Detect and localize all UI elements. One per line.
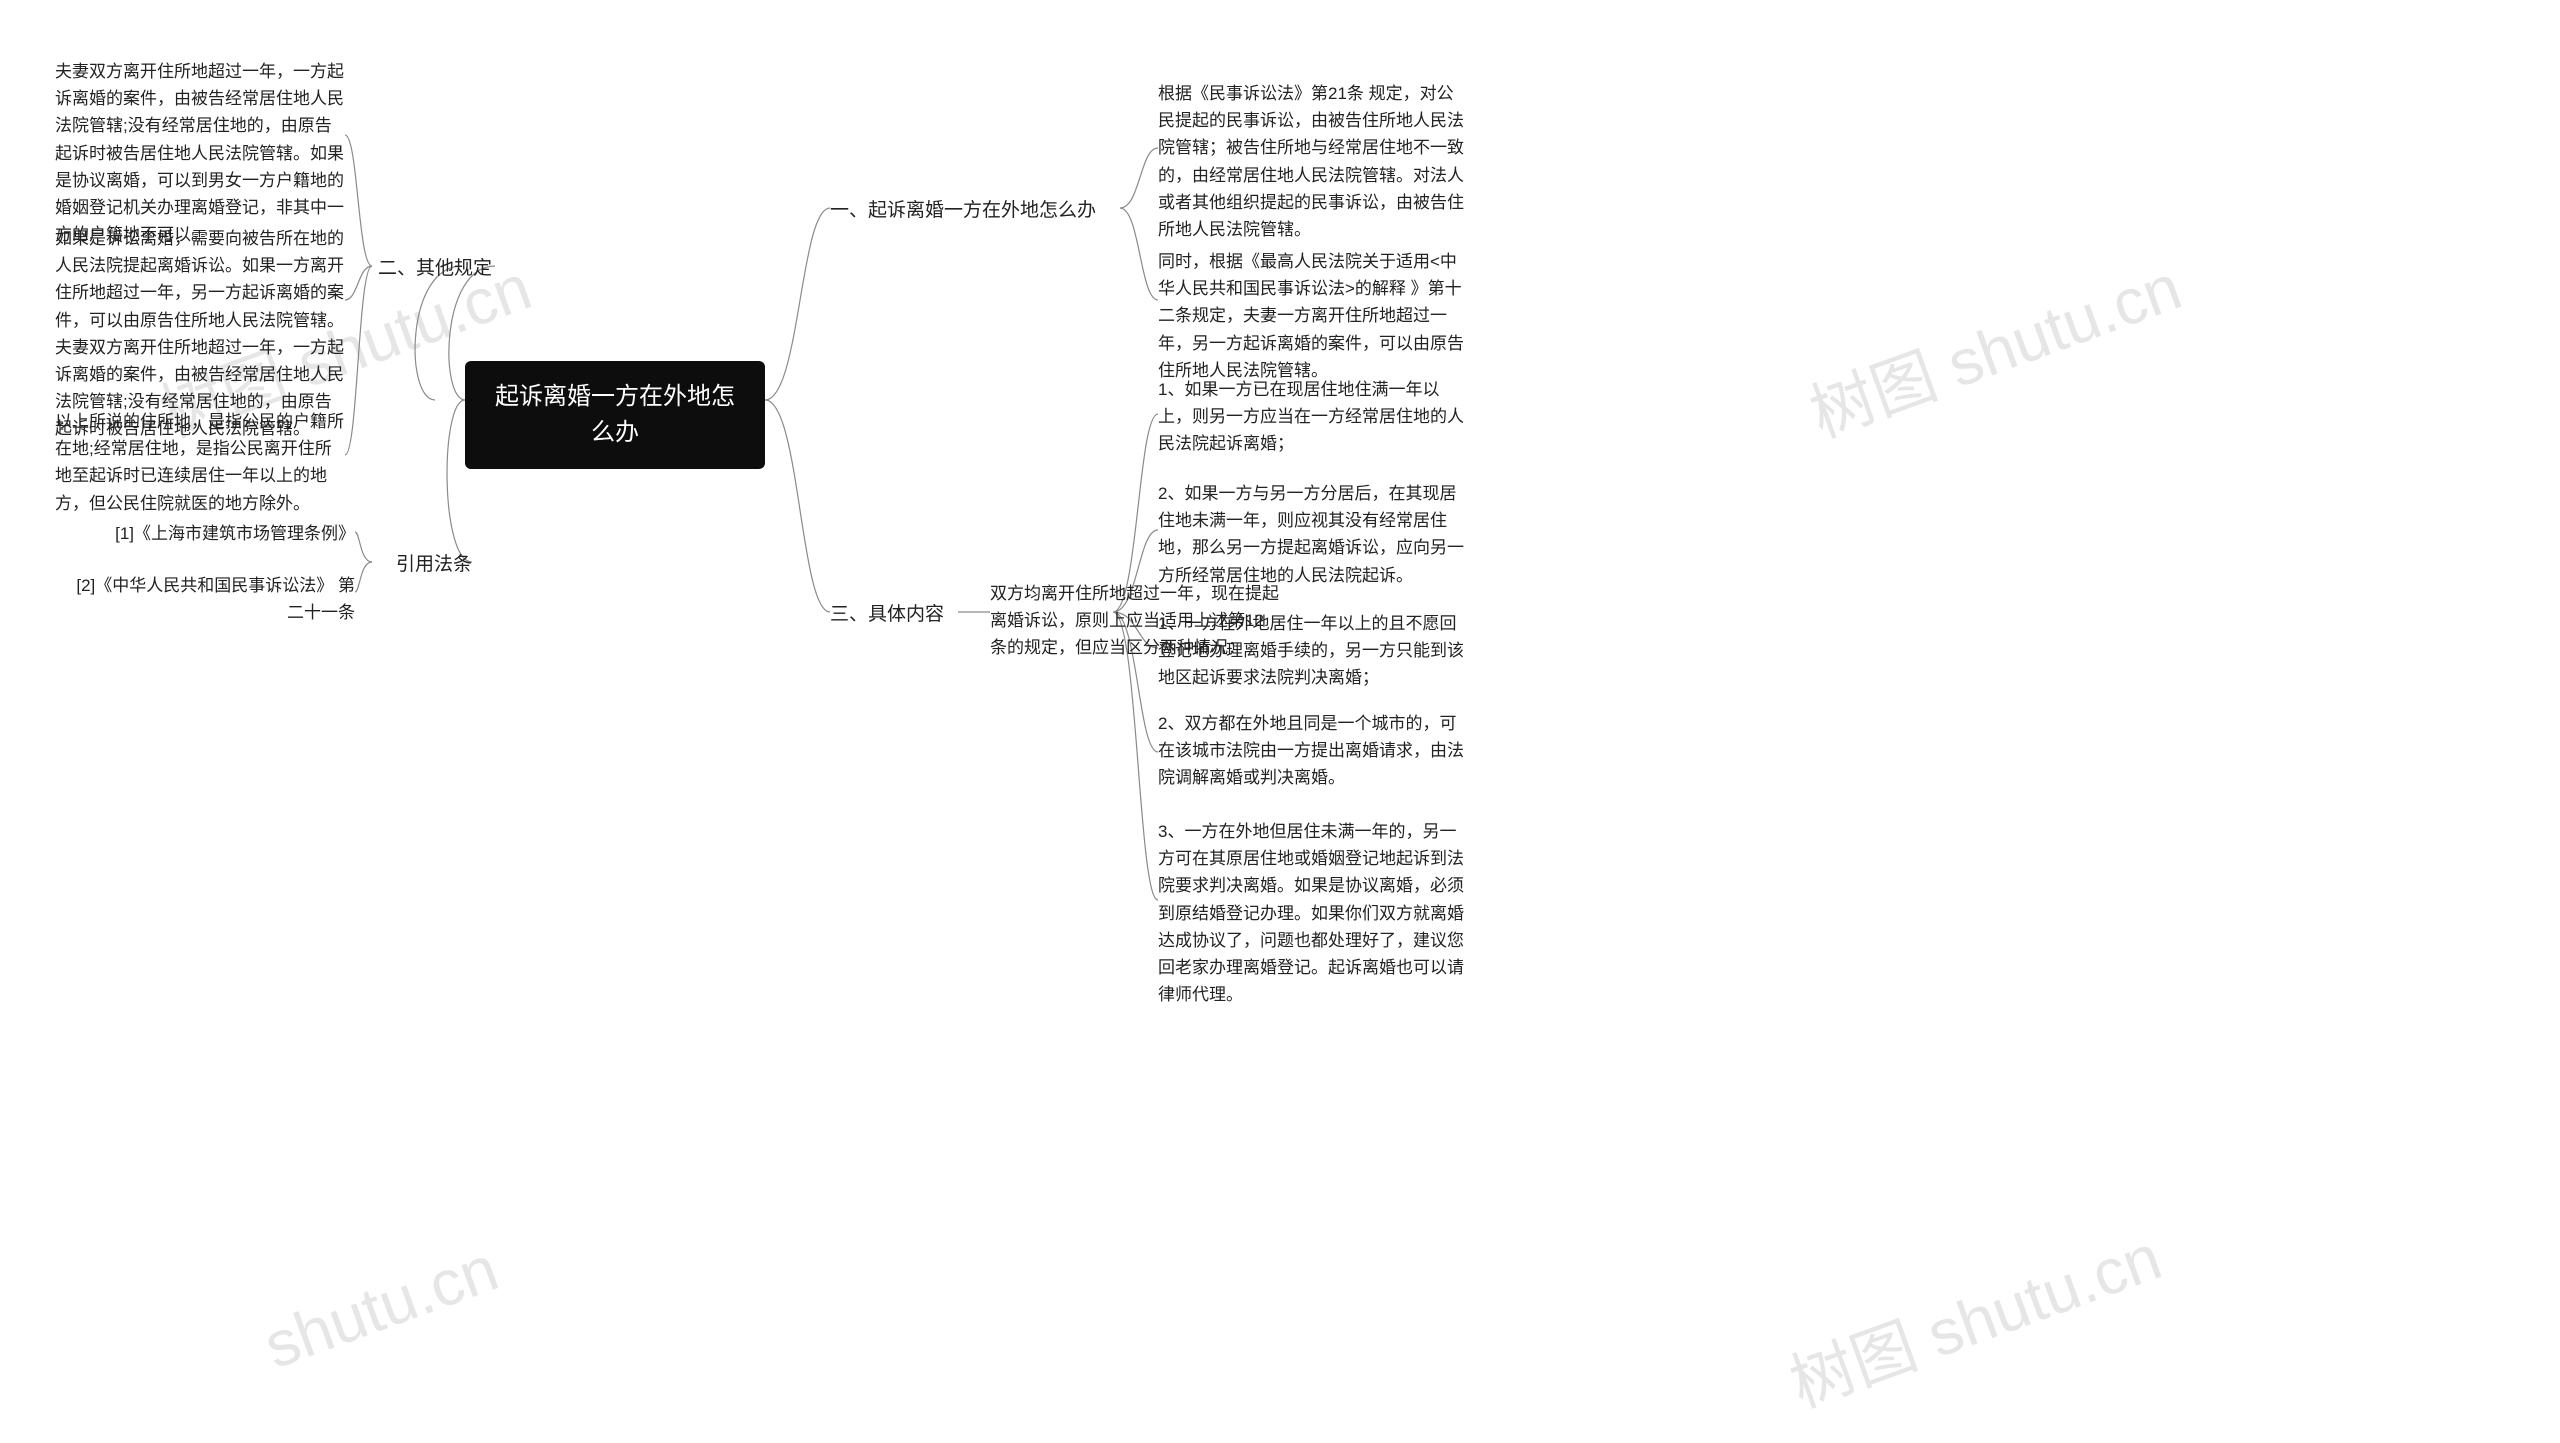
branch-3-leaf-3: 1、一方在外地居住一年以上的且不愿回登记地办理离婚手续的，另一方只能到该地区起诉… <box>1158 610 1468 692</box>
branch-2-leaf-3: 以上所说的住所地，是指公民的户籍所在地;经常居住地，是指公民离开住所地至起诉时已… <box>55 408 345 517</box>
branch-ref-label: 引用法条 <box>372 550 472 580</box>
branch-3-leaf-5: 3、一方在外地但居住未满一年的，另一方可在其原居住地或婚姻登记地起诉到法院要求判… <box>1158 818 1468 1008</box>
watermark: 树图 shutu.cn <box>1776 1206 2172 1425</box>
branch-3-leaf-4: 2、双方都在外地且同是一个城市的，可在该城市法院由一方提出离婚请求，由法院调解离… <box>1158 710 1468 792</box>
branch-3-leaf-2: 2、如果一方与另一方分居后，在其现居住地未满一年，则应视其没有经常居住地，那么另… <box>1158 480 1468 589</box>
branch-1-label: 一、起诉离婚一方在外地怎么办 <box>830 196 1096 226</box>
watermark: shutu.cn <box>255 1231 508 1383</box>
branch-3-leaf-1: 1、如果一方已在现居住地住满一年以上，则另一方应当在一方经常居住地的人民法院起诉… <box>1158 376 1468 458</box>
branch-ref-leaf-2: [2]《中华人民共和国民事诉讼法》 第二十一条 <box>75 572 355 626</box>
branch-1-leaf-1: 根据《民事诉讼法》第21条 规定，对公民提起的民事诉讼，由被告住所地人民法院管辖… <box>1158 80 1468 243</box>
branch-2-label: 二、其他规定 <box>372 254 492 284</box>
branch-1-leaf-2: 同时，根据《最高人民法院关于适用<中华人民共和国民事诉讼法>的解释 》第十二条规… <box>1158 248 1468 384</box>
branch-ref-leaf-1: [1]《上海市建筑市场管理条例》 <box>95 520 355 547</box>
branch-3-label: 三、具体内容 <box>830 600 944 630</box>
mindmap-root: 起诉离婚一方在外地怎么办 <box>465 361 765 469</box>
watermark: 树图 shutu.cn <box>1796 236 2192 455</box>
branch-2-leaf-1: 夫妻双方离开住所地超过一年，一方起诉离婚的案件，由被告经常居住地人民法院管辖;没… <box>55 58 345 248</box>
